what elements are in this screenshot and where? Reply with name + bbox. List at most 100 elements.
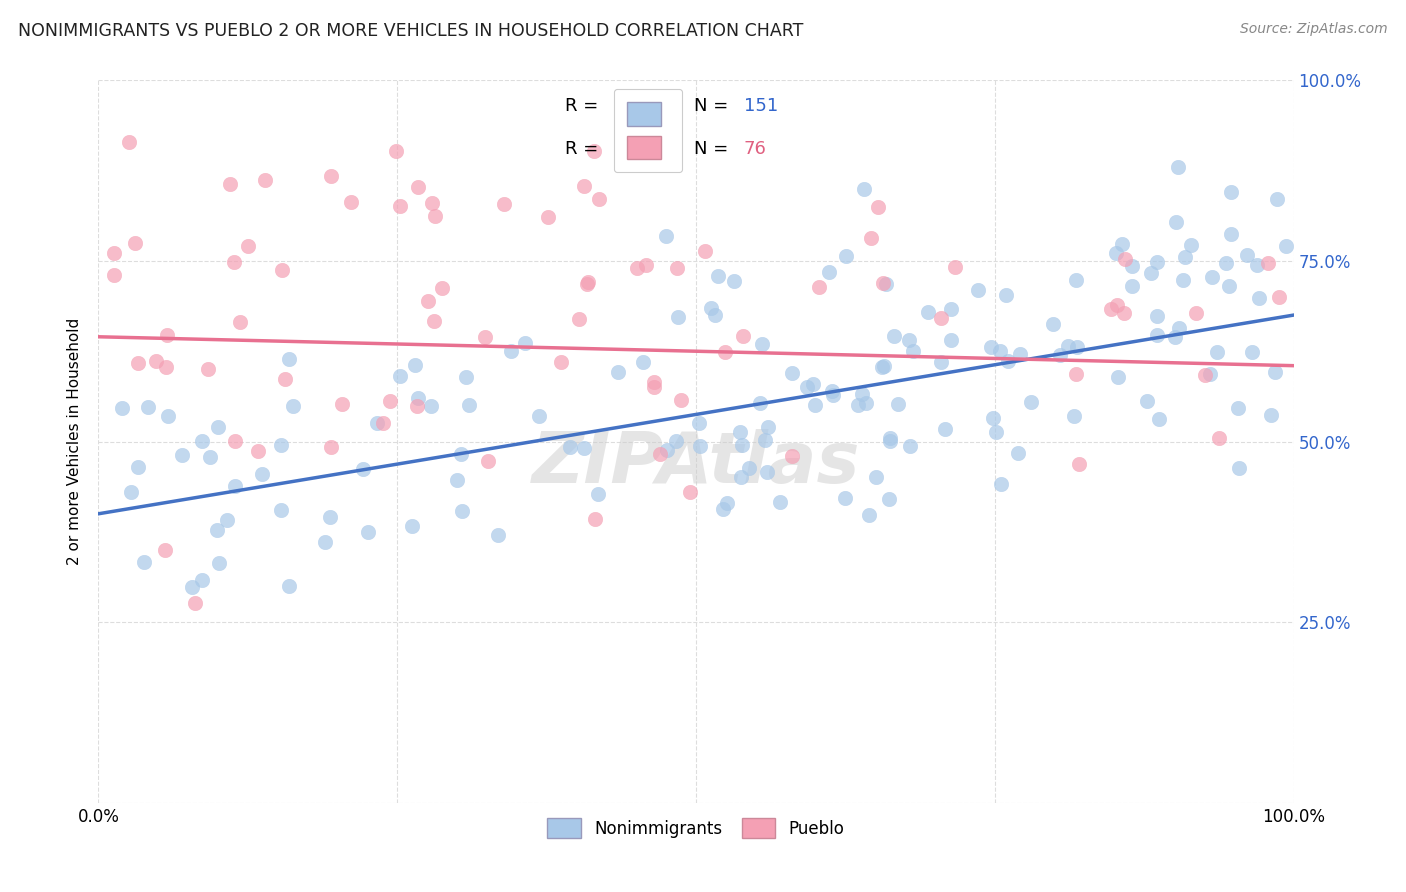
Point [879,434,901,448]
Point [183,597,205,611]
Point [1208,431,1230,445]
Point [903,344,925,359]
Point [898,333,921,347]
Point [643,380,665,394]
Point [666,310,689,324]
Point [321,440,343,454]
Point [846,398,869,412]
Point [156,328,179,343]
Text: Source: ZipAtlas.com: Source: ZipAtlas.com [1240,22,1388,37]
Point [200,450,222,465]
Point [929,355,952,369]
Point [754,433,776,447]
Point [404,359,426,373]
Point [582,145,605,159]
Point [730,469,752,483]
Point [366,416,388,430]
Point [1107,298,1129,312]
Point [1240,345,1263,359]
Text: N =: N = [693,96,728,114]
Point [1166,215,1188,229]
Point [716,496,738,510]
Point [733,329,755,343]
Point [373,417,395,431]
Point [474,329,496,343]
Point [688,416,710,430]
Point [1049,348,1071,362]
Point [145,354,167,368]
Point [860,231,883,245]
Point [153,542,176,557]
Point [803,398,825,412]
Point [873,359,896,374]
Point [118,135,141,149]
Point [769,495,792,509]
Point [270,503,292,517]
Point [1066,340,1088,354]
Point [446,473,468,487]
Point [1264,365,1286,379]
Point [1167,321,1189,335]
Point [986,425,1008,439]
Point [270,263,292,277]
Point [111,401,134,416]
Point [253,172,276,186]
Legend: Nonimmigrants, Pueblo: Nonimmigrants, Pueblo [541,812,851,845]
Point [494,196,516,211]
Point [250,467,273,481]
Point [872,277,894,291]
Point [990,477,1012,491]
Point [513,335,536,350]
Point [456,370,478,384]
Point [207,420,229,434]
Point [1057,339,1080,353]
Point [170,448,193,462]
Point [357,524,380,539]
Point [1099,302,1122,317]
Point [1268,290,1291,304]
Text: R =: R = [565,140,598,158]
Point [1185,306,1208,320]
Point [1112,306,1135,320]
Text: ZIPAtlas: ZIPAtlas [531,429,860,498]
Point [875,277,897,292]
Point [858,508,880,522]
Point [852,182,875,196]
Point [941,333,963,347]
Point [423,209,446,223]
Point [537,211,560,225]
Point [1164,330,1187,344]
Point [1257,256,1279,270]
Point [588,192,610,206]
Point [560,440,582,454]
Point [665,434,688,449]
Point [457,398,479,412]
Point [1021,395,1043,409]
Point [851,387,873,401]
Point [389,368,412,383]
Point [1105,246,1128,260]
Point [218,177,240,191]
Point [1274,239,1296,253]
Point [572,178,595,193]
Point [1146,309,1168,323]
Point [575,277,598,291]
Point [689,439,711,453]
Point [679,484,702,499]
Point [1121,259,1143,273]
Point [430,281,453,295]
Point [583,511,606,525]
Point [988,344,1011,359]
Point [631,355,654,369]
Point [700,301,723,315]
Point [1174,251,1197,265]
Point [865,470,887,484]
Point [1265,192,1288,206]
Point [103,268,125,282]
Point [1205,345,1227,359]
Point [197,362,219,376]
Point [707,268,730,283]
Point [643,375,665,389]
Point [229,315,252,329]
Point [780,450,803,464]
